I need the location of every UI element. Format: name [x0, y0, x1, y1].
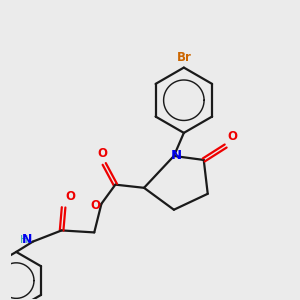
Text: O: O	[91, 199, 101, 212]
Text: Br: Br	[176, 51, 191, 64]
Text: H: H	[20, 235, 28, 244]
Text: O: O	[228, 130, 238, 143]
Text: N: N	[170, 149, 182, 163]
Text: O: O	[66, 190, 76, 203]
Text: N: N	[22, 233, 32, 246]
Text: O: O	[97, 147, 107, 160]
